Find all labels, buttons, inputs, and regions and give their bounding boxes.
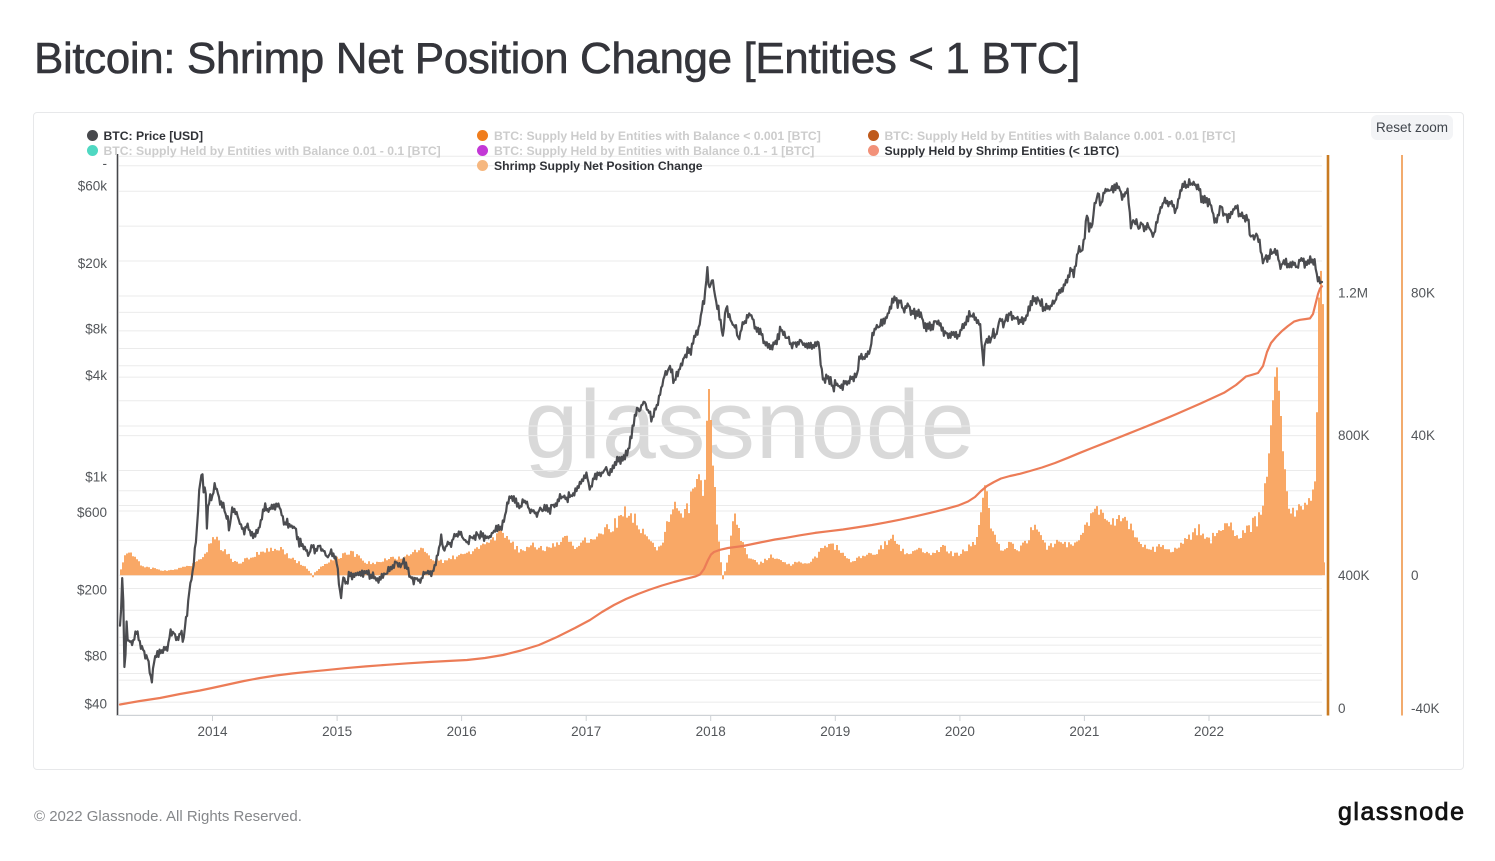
svg-text:2016: 2016: [447, 724, 477, 739]
svg-text:2015: 2015: [322, 724, 352, 739]
svg-text:-40K: -40K: [1411, 701, 1440, 716]
svg-text:2021: 2021: [1069, 724, 1099, 739]
svg-text:2020: 2020: [945, 724, 975, 739]
svg-text:2018: 2018: [696, 724, 726, 739]
svg-text:$80: $80: [84, 649, 107, 664]
svg-text:80K: 80K: [1411, 286, 1435, 301]
svg-text:$200: $200: [77, 583, 107, 598]
svg-text:1.2M: 1.2M: [1338, 286, 1368, 301]
svg-text:$4k: $4k: [85, 368, 107, 383]
svg-text:$8k: $8k: [85, 322, 107, 337]
svg-text:$600: $600: [77, 505, 107, 520]
svg-text:2017: 2017: [571, 724, 601, 739]
svg-text:40K: 40K: [1411, 428, 1435, 443]
svg-text:$40: $40: [84, 697, 107, 712]
svg-text:400K: 400K: [1338, 568, 1370, 583]
svg-text:$60k: $60k: [78, 179, 108, 194]
svg-text:-: -: [103, 156, 108, 171]
svg-text:0: 0: [1411, 568, 1419, 583]
svg-text:2022: 2022: [1194, 724, 1224, 739]
svg-text:2019: 2019: [820, 724, 850, 739]
svg-text:glassnode: glassnode: [524, 370, 975, 479]
svg-text:$1k: $1k: [85, 470, 107, 485]
svg-text:$20k: $20k: [78, 256, 108, 271]
svg-text:0: 0: [1338, 701, 1346, 716]
svg-text:800K: 800K: [1338, 428, 1370, 443]
svg-text:2014: 2014: [197, 724, 228, 739]
